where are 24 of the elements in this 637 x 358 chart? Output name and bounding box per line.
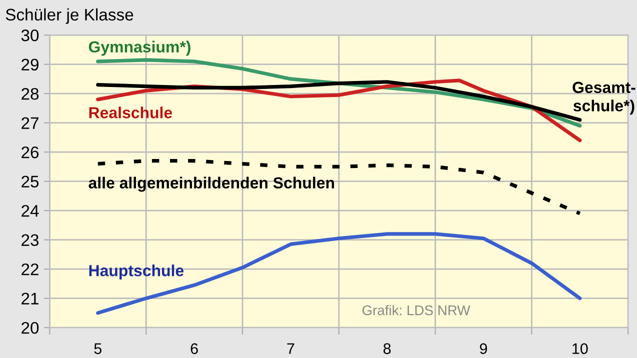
- y-tick-label: 30: [21, 29, 39, 42]
- x-tick-label: 10: [572, 343, 588, 354]
- series-label: Hauptschule: [89, 264, 184, 280]
- series-label: Gymnasium*): [88, 40, 190, 56]
- y-tick-label: 21: [22, 292, 38, 304]
- y-tick-label: 24: [22, 204, 39, 217]
- series-label: alle allgemeinbildenden Schulen: [88, 176, 334, 192]
- x-tick-label: 7: [287, 343, 294, 354]
- y-tick-label: 25: [22, 176, 39, 188]
- y-tick-label: 20: [22, 322, 39, 334]
- y-tick-label: 27: [22, 117, 38, 129]
- annotation: Grafik: LDS NRW: [362, 305, 470, 316]
- y-tick-label: 26: [22, 146, 39, 158]
- y-tick-label: 28: [22, 88, 39, 100]
- y-tick-label: 29: [22, 58, 38, 71]
- y-tick-label: 23: [22, 234, 39, 246]
- x-tick-label: 9: [480, 343, 488, 354]
- x-tick-label: 6: [190, 343, 198, 354]
- series-label: Gesamt- schule*): [572, 82, 636, 115]
- y-tick-label: 22: [22, 263, 38, 276]
- y-axis-title: Schüler je Klasse: [6, 8, 134, 24]
- x-tick-label: 8: [384, 343, 391, 354]
- series-label: Realschule: [89, 106, 172, 118]
- x-tick-label: 5: [94, 343, 102, 354]
